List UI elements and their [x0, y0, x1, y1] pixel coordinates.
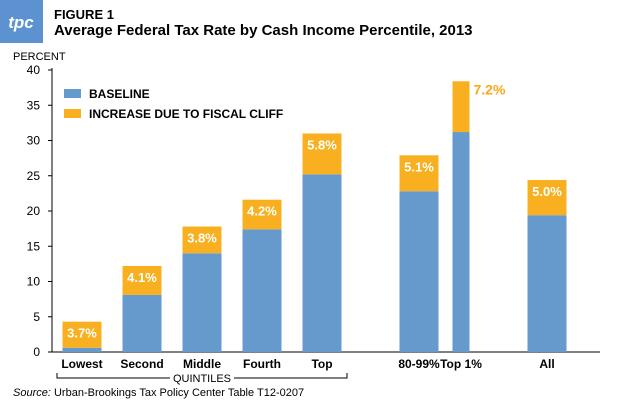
y-axis-label: PERCENT — [13, 51, 66, 63]
bar-increase — [527, 179, 567, 216]
tpc-logo: tpc — [0, 0, 43, 43]
bar-increase — [302, 133, 342, 175]
y-tick-label: 10 — [27, 275, 41, 289]
source-note: Source: Urban-Brookings Tax Policy Cente… — [13, 387, 304, 399]
bar-increase — [122, 265, 162, 295]
x-tick-label: Second — [120, 357, 163, 371]
data-label: 4.2% — [247, 204, 277, 219]
legend-label-baseline: BASELINE — [89, 87, 150, 101]
y-tick-label: 15 — [27, 239, 41, 253]
bar-baseline — [527, 215, 567, 352]
chart-title: Average Federal Tax Rate by Cash Income … — [54, 22, 473, 39]
x-tick-label: Fourth — [243, 357, 281, 371]
bar-baseline — [302, 174, 342, 352]
x-tick-label: Middle — [183, 357, 221, 371]
legend-label-increase: INCREASE DUE TO FISCAL CLIFF — [89, 107, 283, 121]
legend-swatch-baseline — [64, 89, 81, 98]
x-tick-label: Top — [311, 357, 332, 371]
bar-baseline — [452, 132, 470, 352]
bar-baseline — [62, 347, 102, 352]
bar-baseline — [399, 191, 439, 352]
y-tick-label: 0 — [33, 345, 40, 359]
bar-baseline — [182, 253, 222, 352]
bar-increase — [399, 155, 439, 192]
x-tick-label: Top 1% — [440, 357, 482, 371]
bar-increase — [452, 81, 470, 133]
y-tick-label: 25 — [27, 169, 41, 183]
bar-increase — [242, 199, 282, 230]
quintiles-label-bg — [170, 372, 234, 384]
legend-swatch-increase — [64, 109, 81, 118]
source-text: Urban-Brookings Tax Policy Center Table … — [53, 387, 305, 399]
data-label: 3.7% — [67, 326, 97, 341]
y-tick-label: 35 — [27, 98, 41, 112]
y-tick-label: 20 — [27, 204, 41, 218]
bar-baseline — [122, 294, 162, 352]
data-label: 5.0% — [532, 184, 562, 199]
quintiles-label: QUINTILES — [173, 373, 231, 385]
data-label: 5.8% — [307, 137, 337, 152]
y-tick-label: 40 — [27, 63, 41, 77]
x-tick-label: All — [539, 357, 554, 371]
tpc-logo-mark: tpc — [8, 13, 34, 32]
data-label: 5.1% — [404, 159, 434, 174]
figure-label: FIGURE 1 — [54, 7, 114, 22]
x-tick-label: Lowest — [61, 357, 102, 371]
bar-baseline — [242, 229, 282, 352]
bar-increase — [182, 226, 222, 254]
source-label: Source: — [13, 387, 51, 399]
x-tick-label: 80-99% — [398, 357, 440, 371]
data-label: 4.1% — [127, 270, 157, 285]
bar-increase — [62, 321, 102, 348]
y-tick-label: 5 — [33, 310, 40, 324]
y-tick-label: 30 — [27, 134, 41, 148]
tpc-logo-text: tpc — [8, 13, 34, 32]
data-label: 3.8% — [187, 231, 217, 246]
data-label: 7.2% — [474, 81, 506, 97]
